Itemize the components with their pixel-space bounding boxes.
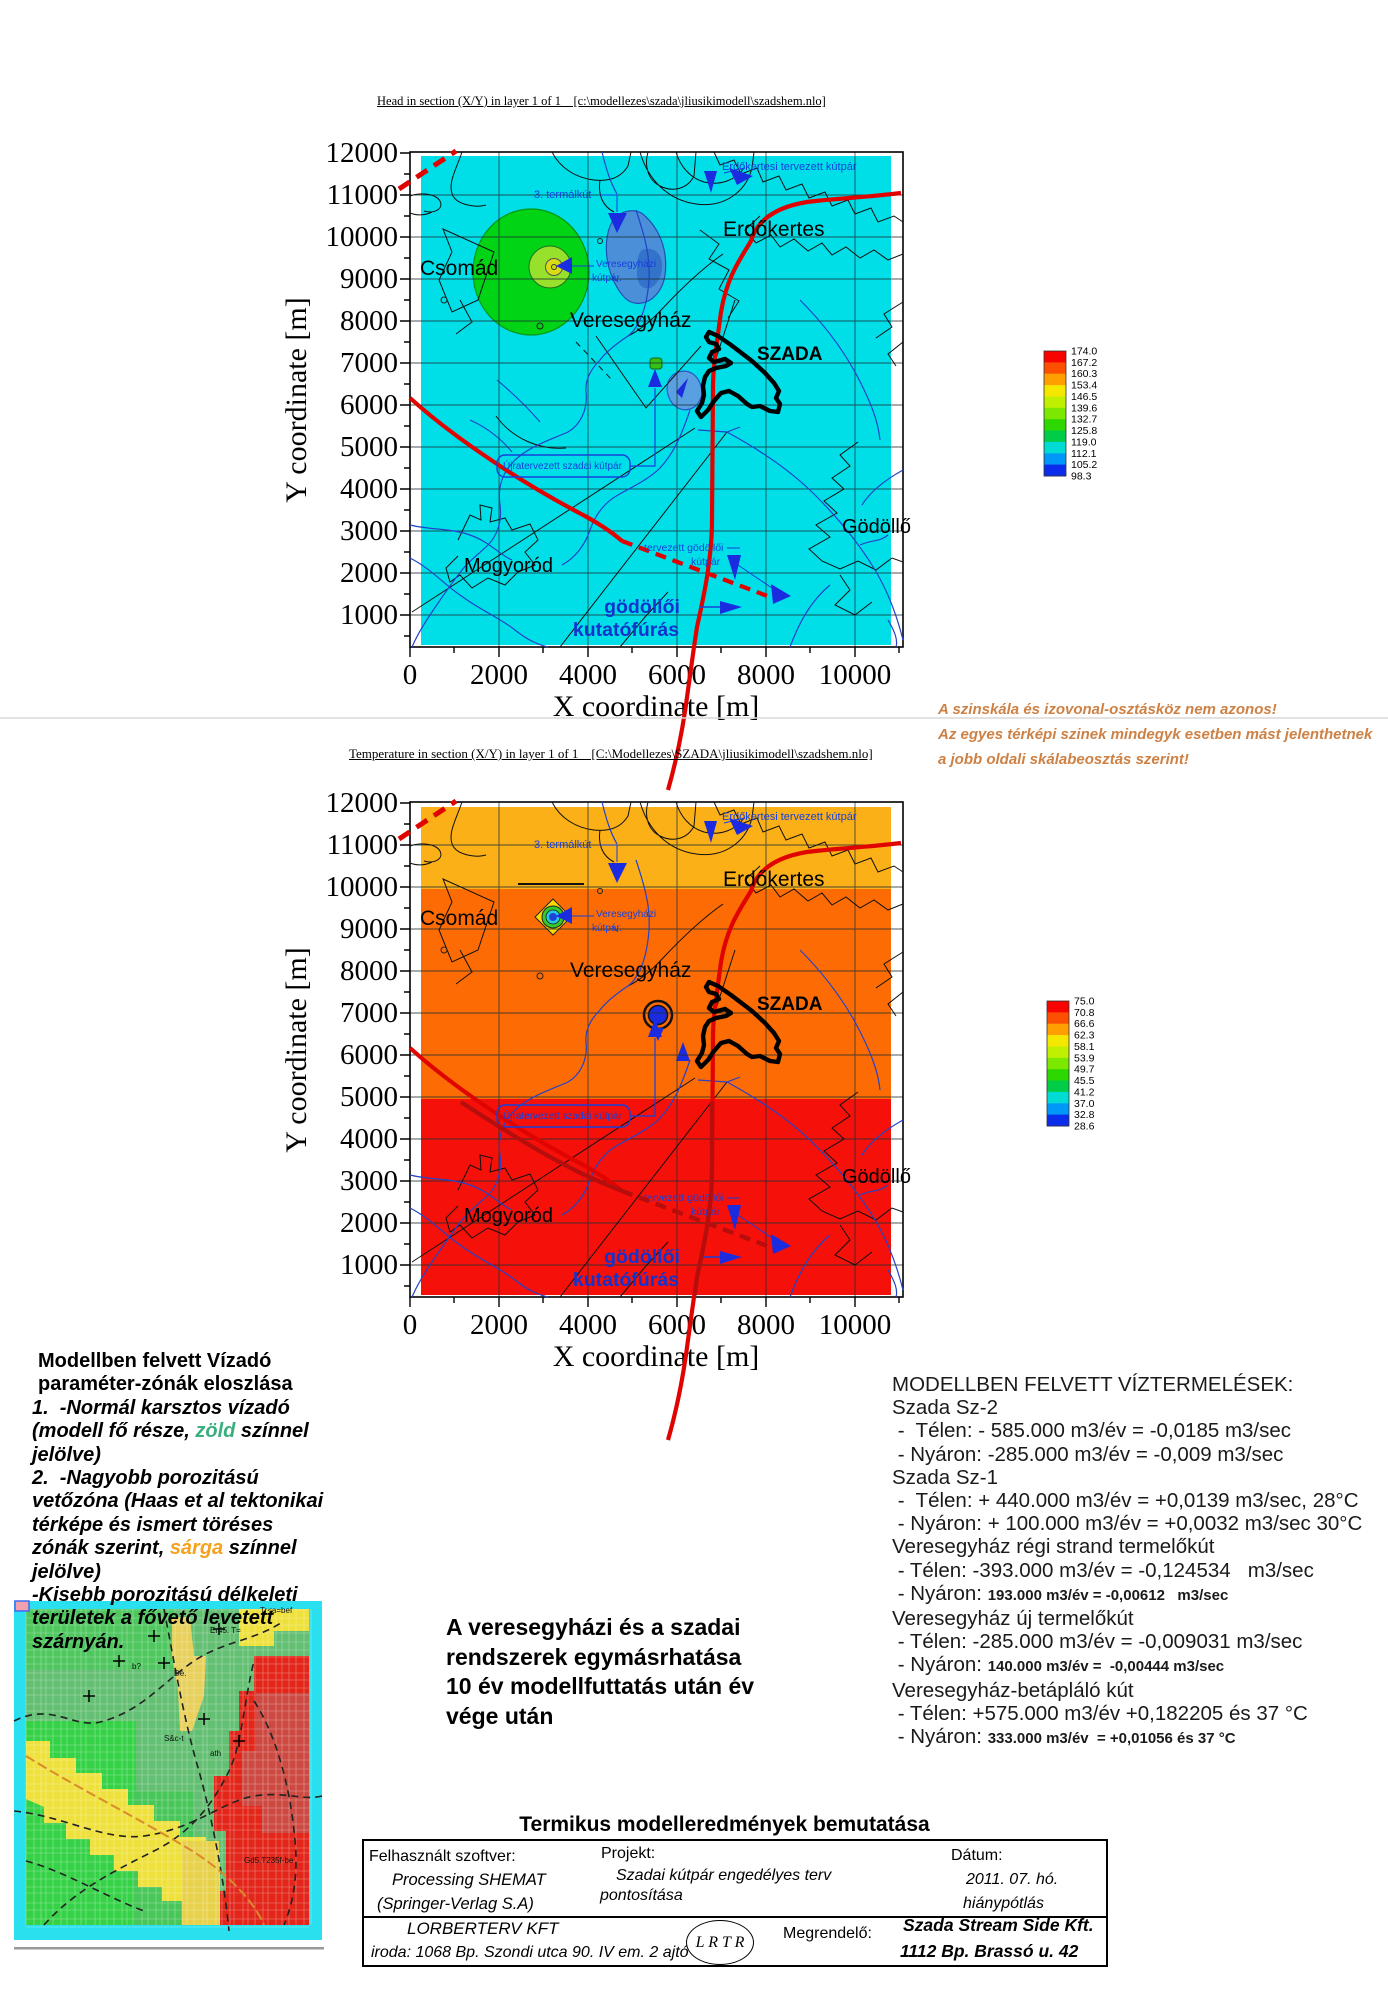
- svg-text:146.5: 146.5: [1071, 391, 1097, 403]
- svg-text:119.0: 119.0: [1071, 436, 1097, 448]
- svg-text:28.6: 28.6: [1074, 1121, 1095, 1133]
- svg-text:66.6: 66.6: [1074, 1018, 1095, 1030]
- svg-text:41.2: 41.2: [1074, 1086, 1095, 1098]
- svg-text:125.8: 125.8: [1071, 425, 1097, 437]
- svg-text:58.1: 58.1: [1074, 1041, 1095, 1053]
- svg-text:45.5: 45.5: [1074, 1075, 1095, 1087]
- svg-text:174.0: 174.0: [1071, 346, 1097, 358]
- svg-text:Gd5.T235f-be: Gd5.T235f-be: [244, 1856, 294, 1865]
- svg-text:53.9: 53.9: [1074, 1052, 1095, 1064]
- svg-text:37.0: 37.0: [1074, 1098, 1095, 1110]
- svg-text:132.7: 132.7: [1071, 414, 1097, 426]
- svg-text:ath: ath: [210, 1749, 221, 1758]
- svg-text:49.7: 49.7: [1074, 1064, 1095, 1076]
- svg-text:105.2: 105.2: [1071, 459, 1097, 471]
- svg-text:Er45. T=: Er45. T=: [210, 1626, 241, 1635]
- svg-text:160.3: 160.3: [1071, 368, 1097, 380]
- svg-text:Tr<a=bef: Tr<a=bef: [260, 1606, 293, 1615]
- svg-text:98.3: 98.3: [1071, 471, 1092, 483]
- svg-text:32.8: 32.8: [1074, 1109, 1095, 1121]
- svg-text:139.6: 139.6: [1071, 402, 1097, 414]
- svg-text:75.0: 75.0: [1074, 996, 1095, 1008]
- svg-text:112.1: 112.1: [1071, 448, 1097, 460]
- svg-text:153.4: 153.4: [1071, 380, 1097, 392]
- svg-text:De.: De.: [174, 1669, 186, 1678]
- svg-text:b?: b?: [132, 1662, 141, 1671]
- svg-text:167.2: 167.2: [1071, 357, 1097, 369]
- svg-text:70.8: 70.8: [1074, 1007, 1095, 1019]
- svg-text:S&c-t: S&c-t: [164, 1734, 184, 1743]
- svg-text:62.3: 62.3: [1074, 1030, 1095, 1042]
